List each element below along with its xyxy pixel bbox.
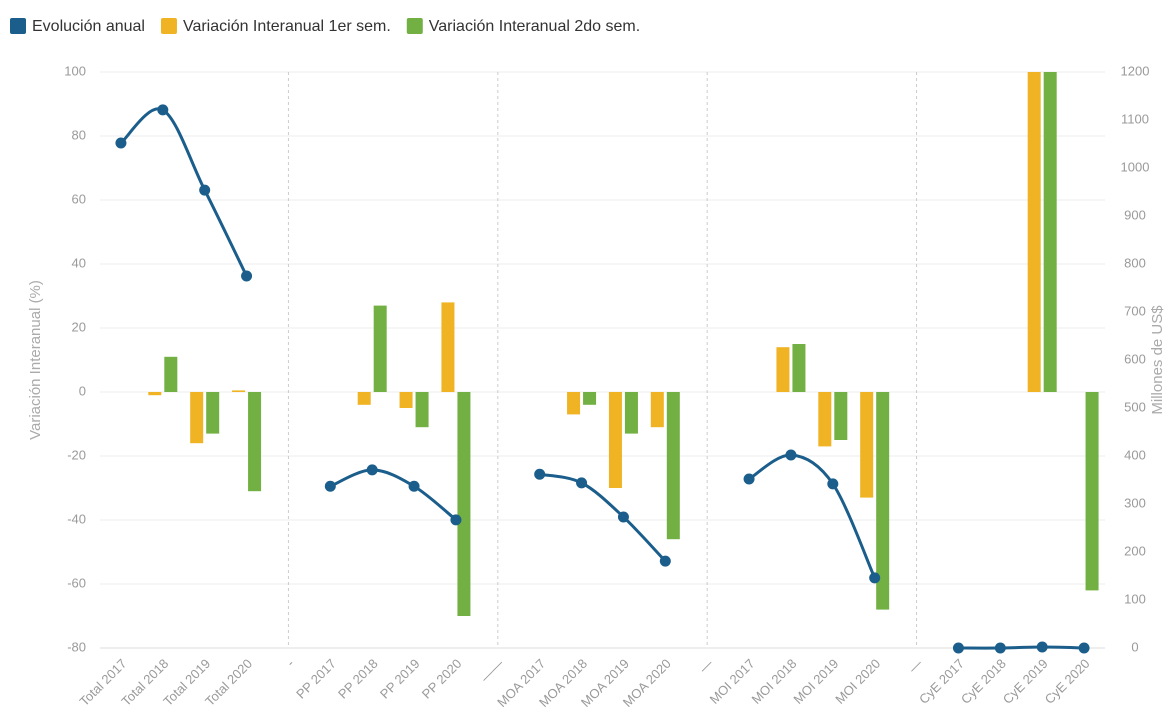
legend: Evolución anual Variación Interanual 1er … xyxy=(10,18,640,35)
bar xyxy=(441,302,455,392)
legend-label: Variación Interanual 2do sem. xyxy=(429,18,640,35)
line-point xyxy=(576,477,588,489)
y2-tick-label: 1100 xyxy=(1121,111,1149,126)
line-point xyxy=(450,514,462,526)
line-point xyxy=(408,480,420,492)
legend-swatch xyxy=(406,18,423,34)
bar xyxy=(357,392,371,405)
y2-tick-label: 300 xyxy=(1124,495,1146,510)
bar xyxy=(583,392,597,405)
bar xyxy=(860,392,874,498)
line-point xyxy=(534,468,546,480)
bar xyxy=(624,392,638,434)
bar xyxy=(834,392,848,440)
x-tick-label: CyE 2018 xyxy=(958,656,1009,707)
y2-tick-label: 400 xyxy=(1124,447,1146,462)
line xyxy=(119,107,1085,650)
y2-tick-label: 100 xyxy=(1124,591,1146,606)
bar xyxy=(164,356,178,392)
y2-axis-title: Millones de US$ xyxy=(1149,305,1166,415)
y-tick-label: 20 xyxy=(72,319,86,334)
y2-tick-label: 700 xyxy=(1124,303,1146,318)
line-point xyxy=(952,642,964,654)
bar xyxy=(567,392,581,415)
y2-tick-label: 500 xyxy=(1124,399,1146,414)
legend-swatch xyxy=(160,18,177,34)
line-point xyxy=(785,449,797,461)
y-axis-title: Variación Interanual (%) xyxy=(27,280,44,440)
bar xyxy=(457,392,471,616)
line-point xyxy=(1036,641,1048,653)
bar xyxy=(650,392,664,428)
x-tick-label: — xyxy=(696,656,716,676)
y-tick-label: -80 xyxy=(67,639,86,654)
bar-series xyxy=(148,72,1041,498)
bar xyxy=(399,392,413,408)
bar xyxy=(206,392,220,434)
bar xyxy=(415,392,429,428)
legend-label: Variación Interanual 1er sem. xyxy=(183,18,391,35)
bar xyxy=(818,392,832,447)
y2-tick-label: 1200 xyxy=(1121,63,1150,78)
y-tick-label: 60 xyxy=(72,191,86,206)
y-tick-label: -40 xyxy=(67,511,86,526)
x-tick-label: PP 2019 xyxy=(377,656,423,702)
line-point xyxy=(157,104,169,116)
x-tick-label: - xyxy=(283,656,297,670)
x-tick-label: MOI 2020 xyxy=(832,656,883,707)
x-tick-label: MOI 2018 xyxy=(749,656,800,707)
bar xyxy=(190,392,204,444)
bar xyxy=(1027,72,1041,392)
bar xyxy=(666,392,680,540)
x-tick-label: — xyxy=(905,656,925,676)
line-point xyxy=(827,478,839,490)
line-point xyxy=(994,642,1006,654)
line-point xyxy=(659,555,671,567)
x-tick-label: CyE 2017 xyxy=(916,656,967,707)
bar xyxy=(1043,72,1057,392)
y2-tick-label: 200 xyxy=(1124,543,1146,558)
bar xyxy=(232,390,246,392)
bar xyxy=(248,392,262,492)
y2-tick-label: 1000 xyxy=(1121,159,1150,174)
y2-tick-label: 900 xyxy=(1124,207,1146,222)
bar-series xyxy=(164,72,1099,616)
legend-swatch xyxy=(10,18,26,34)
y-tick-label: 80 xyxy=(72,127,86,142)
line-point xyxy=(1078,642,1090,654)
y-tick-label: 40 xyxy=(72,255,86,270)
y-tick-label: -20 xyxy=(67,447,86,462)
line-point xyxy=(115,137,127,149)
bar xyxy=(608,392,622,488)
x-tick-label: CyE 2020 xyxy=(1042,656,1093,707)
bar xyxy=(148,392,162,396)
y2-tick-label: 0 xyxy=(1131,639,1138,654)
line-point xyxy=(199,184,211,196)
bar xyxy=(876,392,890,610)
y2-tick-label: 600 xyxy=(1124,351,1146,366)
x-tick-label: PP 2017 xyxy=(293,656,339,702)
y-tick-label: 0 xyxy=(79,383,86,398)
legend-label: Evolución anual xyxy=(32,18,145,35)
line-point xyxy=(617,511,629,523)
x-tick-label: —— xyxy=(477,656,506,685)
bar xyxy=(1085,392,1099,591)
line-point xyxy=(324,480,336,492)
line-point xyxy=(869,572,881,584)
y2-tick-label: 800 xyxy=(1124,255,1146,270)
bar xyxy=(373,305,387,392)
x-tick-label: PP 2018 xyxy=(335,656,381,702)
y-tick-label: -60 xyxy=(67,575,86,590)
x-tick-label: MOI 2017 xyxy=(707,656,758,707)
line-point xyxy=(366,464,378,476)
bar xyxy=(776,347,790,392)
line-point xyxy=(743,473,755,485)
x-tick-label: MOI 2019 xyxy=(790,656,841,707)
x-tick-label: CyE 2019 xyxy=(1000,656,1051,707)
line-point xyxy=(241,270,253,282)
x-tick-label: PP 2020 xyxy=(419,656,465,702)
y-tick-label: 100 xyxy=(64,63,86,78)
bar xyxy=(792,344,806,392)
